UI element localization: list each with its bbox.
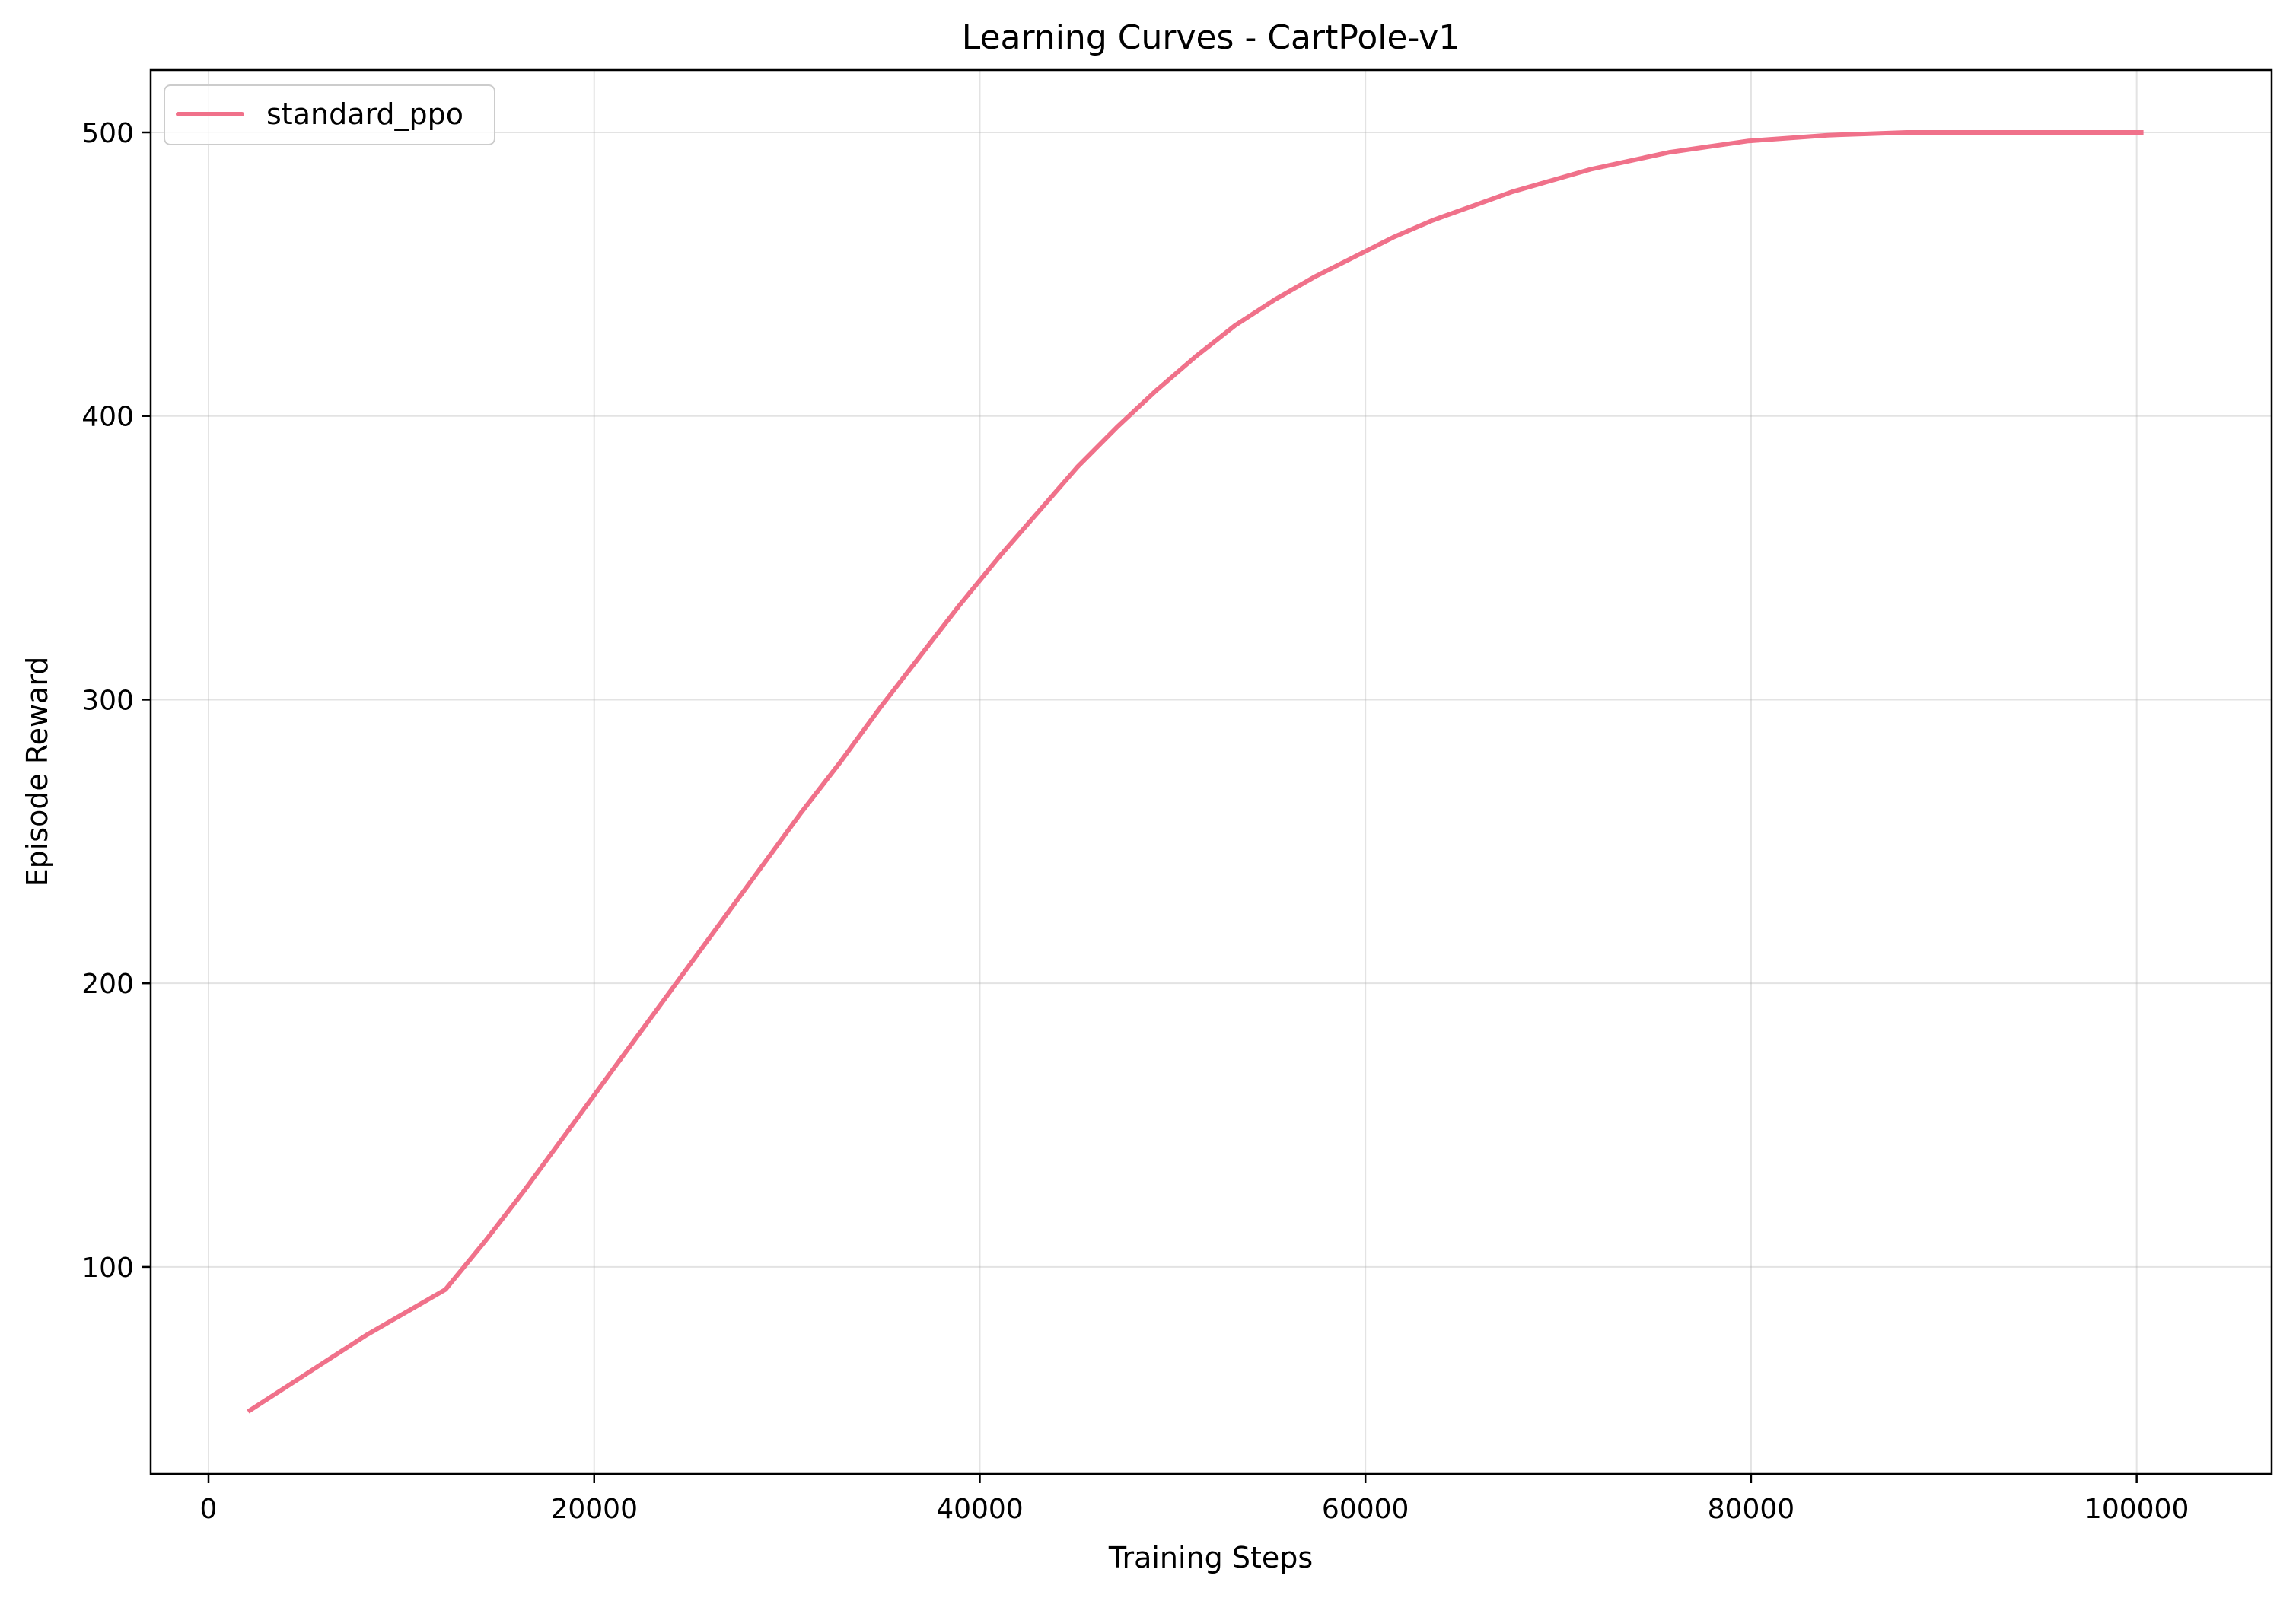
ticks-layer: 0 20000 40000 60000 80000 100000 100 200 300 400 5…	[81, 118, 2189, 1525]
x-tick-label: 0	[200, 1494, 218, 1525]
series-line-standard-ppo	[247, 130, 2144, 1414]
plot-frame	[149, 68, 2273, 1475]
series-layer	[247, 130, 2144, 1414]
x-axis-label: Training Steps	[1108, 1541, 1313, 1574]
x-tick-label: 20000	[550, 1494, 638, 1525]
legend-label-standard-ppo: standard_ppo	[266, 97, 463, 131]
grid-layer	[151, 70, 2272, 1474]
x-tick-label: 60000	[1322, 1494, 1409, 1525]
x-tick-label: 80000	[1708, 1494, 1795, 1525]
y-tick-label: 100	[81, 1253, 134, 1284]
chart-title: Learning Curves - CartPole-v1	[962, 18, 1460, 57]
y-tick-label: 200	[81, 969, 134, 1000]
y-tick-label: 300	[81, 685, 134, 716]
y-axis-label: Episode Reward	[21, 657, 54, 887]
x-tick-label: 40000	[936, 1494, 1024, 1525]
legend: standard_ppo	[164, 84, 495, 145]
x-tick-label: 100000	[2084, 1494, 2189, 1525]
y-tick-label: 400	[81, 402, 134, 433]
legend-box	[164, 84, 495, 145]
y-tick-label: 500	[81, 118, 134, 149]
